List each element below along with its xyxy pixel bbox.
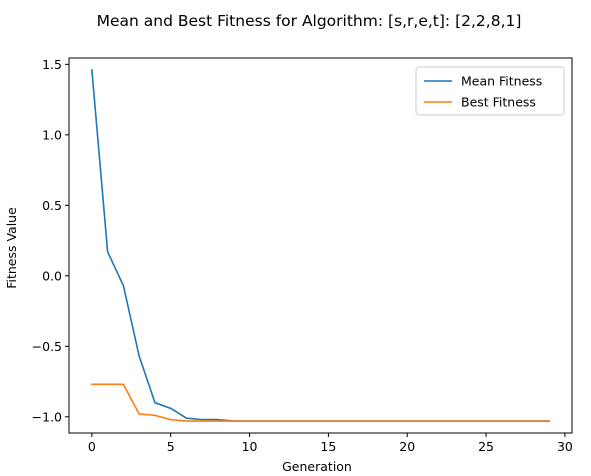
axis-ticks: 0 5 10 15 20 25 30 1.5 1.0 0.5 0.0 −0.5 −1.0 [32, 57, 573, 454]
legend: Mean Fitness Best Fitness [415, 66, 565, 116]
x-tick-label: 30 [557, 439, 573, 454]
legend-label: Best Fitness [461, 95, 536, 110]
x-tick-label: 20 [399, 439, 415, 454]
plot-area [90, 69, 550, 422]
y-tick-label: 0.0 [42, 268, 62, 283]
legend-label: Mean Fitness [461, 74, 542, 89]
x-tick-label: 15 [320, 439, 336, 454]
x-tick-label: 25 [478, 439, 494, 454]
y-axis-label: Fitness Value [4, 207, 19, 289]
y-tick-label: −1.0 [32, 409, 62, 424]
x-tick-label: 0 [88, 439, 96, 454]
x-tick-label: 10 [242, 439, 258, 454]
plot-frame [68, 57, 573, 434]
x-axis-label: Generation [282, 459, 352, 474]
chart-title: Mean and Best Fitness for Algorithm: [s,… [97, 12, 522, 30]
legend-box [415, 66, 565, 116]
series-line-1 [91, 383, 550, 422]
x-tick-label: 5 [167, 439, 175, 454]
y-tick-label: −0.5 [32, 339, 62, 354]
y-tick-label: 1.0 [42, 127, 62, 142]
y-tick-label: 0.5 [42, 198, 62, 213]
y-tick-label: 1.5 [42, 57, 62, 72]
